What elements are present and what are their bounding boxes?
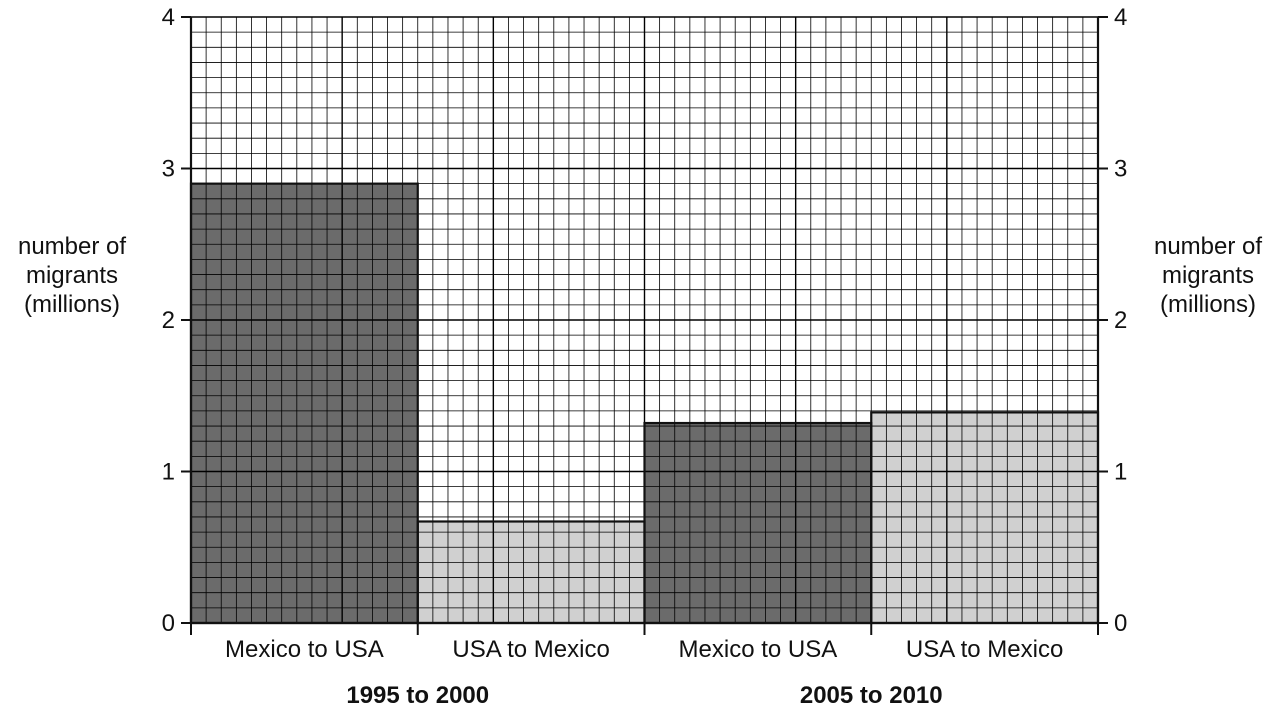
- y-tick-label-left: 2: [162, 307, 175, 334]
- grid-layer: [190, 16, 1099, 624]
- y-axis-title-line: (millions): [24, 291, 120, 318]
- labels: 0 0 1 1 2 2 3 3 4 4 Mexico to USA USA to Mexico Mexi…: [162, 4, 1128, 709]
- category-label: USA to Mexico: [906, 636, 1063, 663]
- y-axis-title-left: number of migrants (millions): [2, 232, 142, 319]
- category-label: Mexico to USA: [679, 636, 838, 663]
- y-tick-label-right: 1: [1114, 459, 1127, 486]
- y-axis-title-line: number of: [1153, 233, 1263, 260]
- y-axis-title-line: number of: [17, 233, 127, 260]
- y-tick-label-left: 0: [162, 610, 175, 637]
- y-tick-label-right: 3: [1114, 156, 1127, 183]
- y-tick-label-right: 2: [1114, 307, 1127, 334]
- bar: [191, 183, 418, 623]
- group-label: 1995 to 2000: [346, 682, 489, 709]
- y-tick-label-left: 3: [162, 156, 175, 183]
- y-tick-label-right: 4: [1114, 4, 1127, 31]
- category-label: Mexico to USA: [225, 636, 384, 663]
- bar: [417, 521, 645, 623]
- y-axis-title-line: migrants: [1161, 262, 1255, 289]
- y-tick-label-left: 1: [162, 459, 175, 486]
- y-axis-title-right: number of migrants (millions): [1138, 232, 1278, 319]
- axes: [181, 16, 1108, 635]
- y-tick-label-left: 4: [162, 4, 175, 31]
- y-axis-title-line: migrants: [25, 262, 119, 289]
- bar: [871, 412, 1098, 623]
- group-label: 2005 to 2010: [800, 682, 943, 709]
- y-tick-label-right: 0: [1114, 610, 1127, 637]
- y-axis-title-line: (millions): [1160, 291, 1256, 318]
- category-label: USA to Mexico: [452, 636, 609, 663]
